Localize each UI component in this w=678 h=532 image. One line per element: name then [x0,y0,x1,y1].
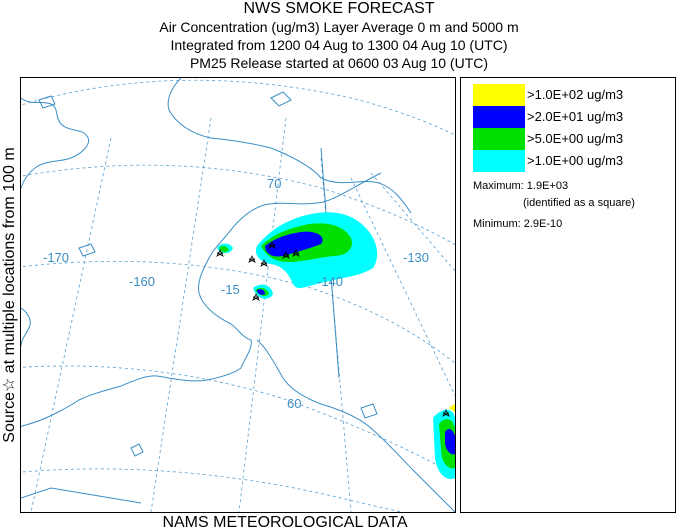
smoke-plume-high [257,231,323,295]
legend-swatch [473,106,525,128]
maximum-value: Maximum: 1.9E+03 [473,180,569,192]
legend-panel: >1.0E+02 ug/m3 >2.0E+01 ug/m3 >5.0E+00 u… [460,77,676,513]
legend-label: >5.0E+00 ug/m3 [527,131,624,146]
arctic-coast [167,78,412,214]
chukotka-coast [21,307,31,347]
integration-period: Integrated from 1200 04 Aug to 1300 04 A… [170,37,508,53]
lon-130-label: -130 [403,250,429,265]
meteorological-data-label: NAMS METEOROLOGICAL DATA [162,514,408,531]
legend-swatch [473,84,525,106]
alaska-west-coast [21,172,382,427]
source-markers [216,241,450,417]
lon-150-label: -15 [221,282,240,297]
graticule-longitude [21,117,455,512]
legend-item-cyan: >1.0E+00 ug/m3 [473,150,673,172]
russia-coast [21,97,89,189]
islands [21,91,378,504]
graticule-latitude [21,79,455,512]
legend-label: >1.0E+00 ug/m3 [527,153,624,168]
panhandle-plume [433,404,455,480]
legend-swatch [473,150,525,172]
legend-item-green: >5.0E+00 ug/m3 [473,128,673,150]
lon-140-label: -140 [317,274,343,289]
source-side-label: Source☆ at multiple locations from 100 m [1,147,18,443]
legend-label: >1.0E+02 ug/m3 [527,87,624,102]
forecast-title: NWS SMOKE FORECAST [243,0,435,17]
concentration-subtitle: Air Concentration (ug/m3) Layer Average … [159,19,519,35]
gulf-of-alaska-coast [256,339,455,512]
lat-70-label: 70 [267,176,281,191]
legend-item-blue: >2.0E+01 ug/m3 [473,106,673,128]
minimum-value: Minimum: 2.9E-10 [473,218,563,230]
lat-60-label: 60 [287,396,301,411]
legend-swatch [473,128,525,150]
legend-label: >2.0E+01 ug/m3 [527,109,624,124]
lon-160-label: -160 [129,274,155,289]
legend-item-yellow: >1.0E+02 ug/m3 [473,84,673,106]
lon-170-label: -170 [43,250,69,265]
release-start: PM25 Release started at 0600 03 Aug 10 (… [189,55,489,71]
maximum-note: (identified as a square) [523,197,635,209]
smoke-map: 70 60 -170 -160 -15 -140 -130 [20,77,456,513]
